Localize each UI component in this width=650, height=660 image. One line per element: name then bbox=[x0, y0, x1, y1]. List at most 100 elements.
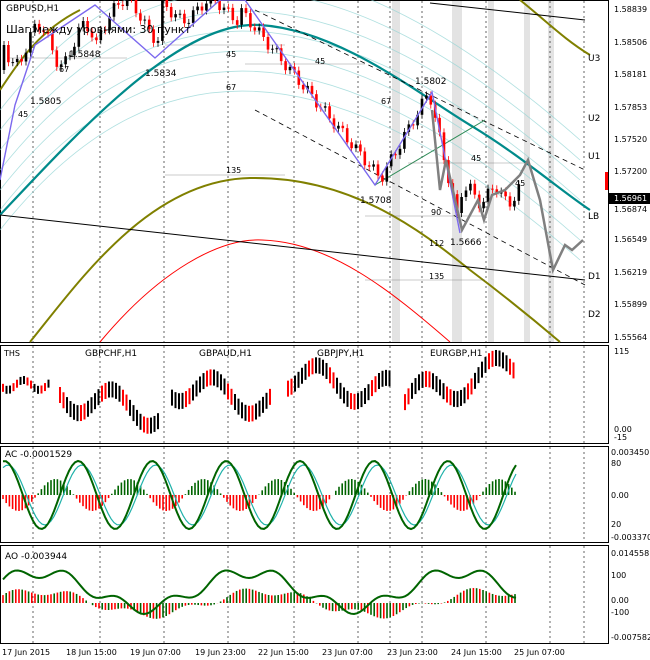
candle-body bbox=[64, 56, 67, 65]
candle-body bbox=[209, 0, 213, 4]
price-label: 1.5834 bbox=[145, 69, 177, 79]
candle-body bbox=[398, 148, 402, 155]
current-price-marker bbox=[605, 172, 608, 190]
ac-indicator bbox=[2, 459, 517, 531]
ac-tick: -0.003370 bbox=[611, 533, 650, 542]
cycle-label: 45 bbox=[471, 154, 481, 163]
candle-body bbox=[191, 10, 195, 23]
cycle-label: 112 bbox=[429, 239, 444, 248]
ma-teal bbox=[0, 23, 591, 216]
level-label-lb: LB bbox=[588, 212, 599, 222]
candle-body bbox=[328, 106, 331, 119]
candle-body bbox=[51, 33, 54, 51]
candle-body bbox=[59, 64, 63, 67]
candle-body bbox=[46, 31, 50, 34]
candle-body bbox=[253, 27, 257, 31]
price-axis: 1.58839 1.58506 1.58181 1.57853 1.57520 … bbox=[605, 5, 650, 342]
candle-body bbox=[407, 124, 411, 132]
candle-body bbox=[464, 190, 468, 198]
wave-lines bbox=[0, 0, 461, 234]
candle-body bbox=[37, 23, 41, 31]
price-tick: 1.58506 bbox=[614, 38, 647, 47]
candle-body bbox=[337, 125, 340, 129]
candle-body bbox=[235, 20, 239, 25]
level-label-d1: D1 bbox=[588, 272, 601, 282]
ac-tick: 0.003450 bbox=[611, 448, 649, 457]
candle-body bbox=[86, 21, 89, 32]
price-tick: 1.55564 bbox=[614, 333, 647, 342]
ao-title: AO -0.003944 bbox=[5, 552, 67, 562]
ao-tick: -0.007582 bbox=[611, 633, 650, 642]
candle-body bbox=[112, 3, 116, 17]
candle-body bbox=[11, 62, 15, 64]
time-tick: 19 Jun 07:00 bbox=[130, 648, 181, 657]
candle-body bbox=[249, 13, 252, 28]
candle-body bbox=[29, 31, 32, 53]
ao-line bbox=[2, 569, 517, 616]
candle-body bbox=[134, 0, 138, 14]
price-label: 1.5848 bbox=[69, 50, 101, 60]
candle-body bbox=[508, 196, 512, 207]
candle-body bbox=[108, 16, 111, 31]
candle-body bbox=[381, 175, 384, 182]
time-tick: 25 Jun 07:00 bbox=[514, 648, 565, 657]
ao-indicator bbox=[2, 569, 517, 619]
candle-body bbox=[99, 29, 103, 41]
session-band bbox=[524, 1, 530, 342]
price-tick: 1.56219 bbox=[614, 268, 647, 277]
correlation-lines bbox=[2, 349, 515, 434]
envelope-line bbox=[0, 90, 581, 261]
corr-series-label: GBPAUD,H1 bbox=[199, 349, 252, 359]
ac-title: AC -0.0001529 bbox=[5, 450, 72, 460]
candle-body bbox=[460, 197, 463, 213]
envelope-line bbox=[0, 0, 581, 141]
candle-body bbox=[279, 48, 283, 62]
trend-lines bbox=[0, 2, 586, 286]
price-tick: 1.57520 bbox=[614, 135, 647, 144]
current-price-box bbox=[609, 193, 650, 204]
price-tick: 1.58839 bbox=[614, 5, 647, 14]
candle-body bbox=[411, 124, 415, 126]
candle-body bbox=[372, 164, 375, 167]
corr-tick: 0.00 bbox=[614, 425, 632, 434]
candle-body bbox=[517, 184, 521, 201]
candle-body bbox=[275, 48, 279, 50]
candle-body bbox=[429, 95, 433, 105]
green-line bbox=[374, 119, 486, 186]
candle-body bbox=[218, 0, 221, 11]
ac-signal-line bbox=[2, 464, 517, 526]
candle-body bbox=[205, 3, 208, 11]
candle-body bbox=[306, 85, 309, 90]
forecast-path bbox=[430, 109, 584, 274]
candle-body bbox=[77, 27, 81, 47]
ma-olive-upper bbox=[519, 0, 591, 56]
cycle-label: 45 bbox=[226, 50, 236, 59]
candle-body bbox=[15, 58, 19, 63]
time-tick: 23 Jun 23:00 bbox=[387, 648, 438, 657]
price-label: 1.5666 bbox=[450, 238, 482, 248]
candle-body bbox=[257, 27, 261, 31]
candle-body bbox=[482, 201, 485, 209]
candle-body bbox=[354, 144, 358, 149]
corr-series-label: GBPJPY,H1 bbox=[317, 349, 364, 359]
candle-body bbox=[341, 125, 345, 129]
candle-body bbox=[2, 45, 6, 70]
candle-body bbox=[363, 151, 367, 166]
ac-panel bbox=[0, 446, 609, 543]
cycle-label: 45 bbox=[18, 110, 28, 119]
candle-body bbox=[367, 165, 371, 167]
ao-tick: 0.014558 bbox=[611, 549, 649, 558]
ma-olive-upper bbox=[0, 9, 81, 91]
candle-body bbox=[416, 114, 419, 126]
candle-body bbox=[139, 13, 142, 21]
envelope-line bbox=[0, 30, 581, 201]
wave-line bbox=[0, 0, 461, 234]
candle-body bbox=[196, 6, 199, 11]
candle-body bbox=[121, 4, 125, 7]
candle-body bbox=[389, 154, 393, 167]
ac-tick: 20 bbox=[611, 520, 621, 529]
candle-body bbox=[174, 14, 177, 18]
forecast-path bbox=[430, 109, 584, 274]
candle-body bbox=[293, 66, 296, 71]
corr-series-label: GBPCHF,H1 bbox=[85, 349, 137, 359]
